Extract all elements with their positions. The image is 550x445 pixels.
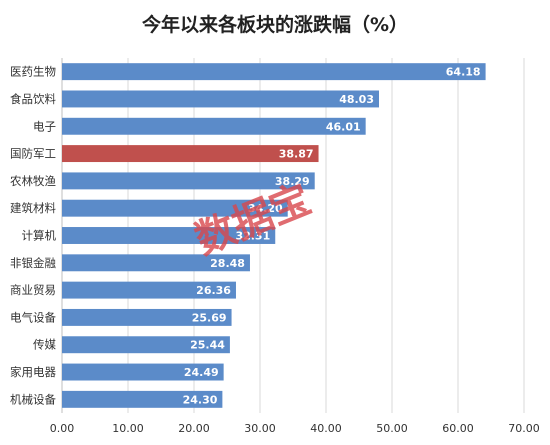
category-label: 机械设备 [10, 392, 56, 406]
x-tick-label: 50.00 [376, 422, 408, 435]
x-tick-label: 70.00 [508, 422, 540, 435]
category-label: 国防军工 [10, 147, 56, 161]
category-label: 建筑材料 [10, 201, 56, 215]
value-labels: 64.18 48.03 46.01 38.87 38.29 34.20 32.31 28.48… [183, 66, 481, 407]
x-axis-ticks: 0.00 10.00 20.00 30.00 40.00 50.00 60.00 70.00 [50, 422, 540, 435]
category-label: 家用电器 [10, 365, 56, 379]
value-label: 25.44 [190, 339, 225, 352]
bar [62, 63, 486, 81]
bar [62, 336, 230, 354]
category-label: 医药生物 [10, 65, 56, 79]
category-label: 非银金融 [10, 256, 56, 270]
category-label: 农林牧渔 [10, 174, 56, 188]
value-label: 26.36 [196, 284, 231, 297]
x-tick-label: 10.00 [112, 422, 144, 435]
value-label: 25.69 [192, 311, 227, 324]
x-tick-label: 60.00 [442, 422, 474, 435]
x-tick-label: 40.00 [310, 422, 342, 435]
value-label: 24.49 [184, 366, 219, 379]
value-label: 34.20 [248, 202, 283, 215]
value-label: 32.31 [235, 230, 270, 243]
value-label: 64.18 [446, 66, 481, 79]
category-label: 传媒 [33, 338, 56, 352]
bar [62, 281, 236, 299]
category-label: 电气设备 [10, 310, 56, 324]
chart-title: 今年以来各板块的涨跌幅（%） [141, 13, 408, 36]
category-label: 食品饮料 [10, 92, 56, 106]
category-label: 计算机 [22, 229, 57, 243]
x-tick-label: 20.00 [178, 422, 210, 435]
category-label: 商业贸易 [10, 283, 56, 297]
x-tick-label: 30.00 [244, 422, 276, 435]
category-label: 电子 [33, 119, 56, 133]
bar [62, 254, 250, 272]
bar [62, 308, 232, 326]
bar [62, 90, 379, 108]
value-label: 48.03 [339, 93, 374, 106]
category-labels: 医药生物食品饮料电子国防军工农林牧渔建筑材料计算机非银金融商业贸易电气设备传媒家… [10, 65, 56, 407]
bar [62, 145, 319, 163]
bar [62, 199, 288, 217]
value-label: 38.87 [279, 148, 314, 161]
bar [62, 390, 223, 408]
value-label: 28.48 [210, 257, 245, 270]
value-label: 46.01 [326, 120, 361, 133]
bars [62, 63, 486, 408]
bar [62, 172, 315, 190]
x-tick-label: 0.00 [50, 422, 75, 435]
value-label: 38.29 [275, 175, 310, 188]
bar [62, 227, 276, 244]
bar [62, 363, 224, 381]
value-label: 24.30 [183, 393, 218, 406]
bar [62, 117, 366, 135]
